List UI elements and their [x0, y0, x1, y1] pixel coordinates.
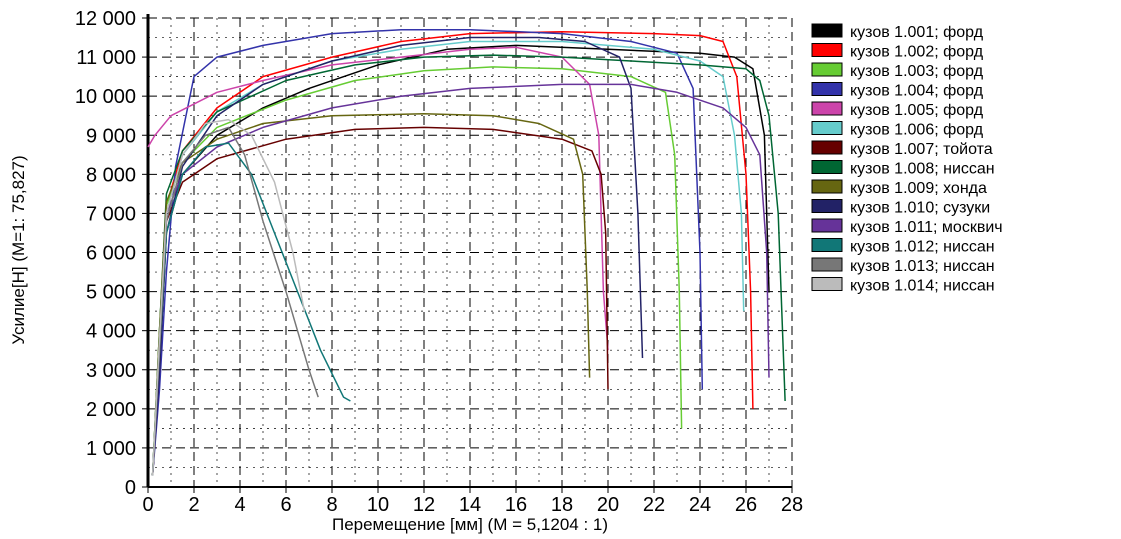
- legend-label: кузов 1.011; москвич: [850, 219, 1003, 236]
- series-line: [153, 45, 769, 475]
- series-line: [153, 127, 608, 475]
- y-tick-label: 5 000: [86, 282, 136, 304]
- legend-swatch: [812, 278, 842, 291]
- legend-label: кузов 1.009; хонда: [850, 180, 987, 197]
- series-line: [153, 143, 351, 475]
- y-tick-label: 3 000: [86, 360, 136, 382]
- series-line: [153, 127, 319, 475]
- legend-swatch: [812, 180, 842, 193]
- x-tick-label: 16: [505, 494, 527, 516]
- series-line: [153, 55, 786, 475]
- y-tick-labels: 0 1 000 2 000 3 000 4 000 5 000 6 000 7 000 8 00…: [75, 8, 136, 499]
- x-tick-label: 12: [413, 494, 435, 516]
- series-line: [153, 114, 590, 476]
- x-tick-label: 26: [735, 494, 757, 516]
- x-tick-label: 24: [689, 494, 711, 516]
- y-tick-label: 0: [125, 477, 136, 499]
- x-axis-title: Перемещение [мм] (M = 5,1204 : 1): [332, 515, 608, 534]
- x-tick-label: 8: [326, 494, 337, 516]
- legend-label: кузов 1.008; ниссан: [850, 161, 995, 178]
- x-tick-label: 14: [459, 494, 481, 516]
- y-tick-label: 11 000: [76, 47, 136, 69]
- x-tick-label: 0: [142, 494, 153, 516]
- x-tick-label: 10: [367, 494, 389, 516]
- legend-label: кузов 1.007; тойота: [850, 141, 993, 158]
- legend-label: кузов 1.005; форд: [850, 102, 984, 119]
- legend-swatch: [812, 239, 842, 252]
- legend-swatch: [812, 44, 842, 57]
- legend-swatch: [812, 200, 842, 213]
- x-tick-labels: 0 2 4 6 8 10 12 14 16 18 20 22 24 26 28: [142, 494, 803, 516]
- legend-swatch: [812, 219, 842, 232]
- y-axis-title: Усилие[Н] (M=1: 75,827): [9, 155, 28, 344]
- y-tick-label: 6 000: [86, 243, 136, 265]
- x-tick-label: 22: [643, 494, 665, 516]
- legend-label: кузов 1.014; ниссан: [850, 278, 995, 295]
- legend-label: кузов 1.012; ниссан: [850, 239, 995, 256]
- legend-swatch: [812, 102, 842, 115]
- legend-swatch: [812, 24, 842, 37]
- y-tick-label: 12 000: [75, 8, 136, 30]
- series-line: [153, 84, 769, 475]
- legend-swatch: [812, 258, 842, 271]
- series-lines: [148, 30, 785, 476]
- legend-label: кузов 1.002; форд: [850, 44, 984, 61]
- series-line: [153, 38, 643, 476]
- y-tick-label: 10 000: [75, 86, 136, 108]
- legend-label: кузов 1.003; форд: [850, 63, 984, 80]
- y-tick-label: 4 000: [86, 321, 136, 343]
- legend-label: кузов 1.006; форд: [850, 122, 984, 139]
- legend-label: кузов 1.001; форд: [850, 24, 984, 41]
- x-tick-label: 6: [280, 494, 291, 516]
- legend-swatch: [812, 141, 842, 154]
- x-tick-label: 28: [781, 494, 803, 516]
- legend-swatch: [812, 122, 842, 135]
- y-tick-label: 2 000: [86, 399, 136, 421]
- x-tick-label: 20: [597, 494, 619, 516]
- legend-swatch: [812, 83, 842, 96]
- x-tick-label: 18: [551, 494, 573, 516]
- y-tick-label: 9 000: [86, 125, 136, 147]
- legend-swatch: [812, 63, 842, 76]
- legend-swatch: [812, 161, 842, 174]
- x-tick-label: 2: [188, 494, 199, 516]
- y-tick-label: 7 000: [86, 203, 136, 225]
- series-line: [153, 42, 744, 476]
- legend-label: кузов 1.013; ниссан: [850, 258, 995, 275]
- y-tick-label: 8 000: [86, 164, 136, 186]
- legend: кузов 1.001; форд кузов 1.002; форд кузов …: [812, 24, 1003, 295]
- y-tick-label: 1 000: [86, 438, 136, 460]
- legend-label: кузов 1.010; сузуки: [850, 200, 990, 217]
- legend-label: кузов 1.004; форд: [850, 83, 984, 100]
- x-tick-label: 4: [234, 494, 245, 516]
